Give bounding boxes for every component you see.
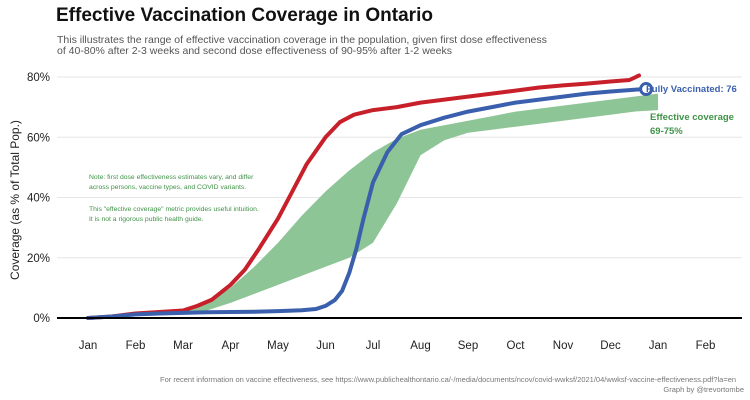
x-axis-ticks: Jan Feb Mar Apr May Jun Jul Aug Sep Oct Nov Dec Jan F… (79, 340, 716, 352)
y-tick-label: 20% (27, 253, 50, 265)
x-tick-label: Mar (173, 340, 193, 352)
x-tick-label: Apr (222, 340, 240, 352)
effective-coverage-range-label: 69-75% (650, 126, 683, 137)
effective-coverage-label: Effective coverage (650, 112, 734, 123)
series-lines (86, 73, 654, 320)
note-line-4: It is not a rigorous public health guide… (89, 216, 204, 223)
y-tick-label: 60% (27, 132, 50, 144)
x-tick-label: Jul (366, 340, 381, 352)
x-tick-label: Jan (79, 340, 98, 352)
source-note: For recent information on vaccine effect… (160, 375, 737, 384)
credit-note: Graph by @trevortombe (663, 385, 744, 394)
y-tick-label: 40% (27, 193, 50, 205)
note-annotation: Note: first dose effectiveness estimates… (89, 174, 259, 223)
x-tick-label: May (267, 340, 289, 352)
x-tick-label: Jan (649, 340, 668, 352)
x-tick-label: Feb (126, 340, 146, 352)
note-line-1: Note: first dose effectiveness estimates… (89, 174, 254, 181)
first-dose-line (86, 73, 641, 320)
x-tick-label: Jun (316, 340, 335, 352)
fully-vaccinated-end-marker (639, 82, 654, 97)
note-line-2: across persons, vaccine types, and COVID… (89, 184, 246, 191)
effective-coverage-band (149, 93, 659, 315)
x-tick-label: Aug (410, 340, 430, 352)
x-tick-label: Dec (600, 340, 621, 352)
series-labels: Fully Vaccinated: 76 Effective coverage … (646, 84, 737, 137)
y-axis-label: Coverage (as % of Total Pop.) (8, 120, 22, 280)
x-tick-label: Sep (458, 340, 478, 352)
x-tick-label: Feb (696, 340, 716, 352)
y-tick-label: 0% (33, 313, 50, 325)
y-tick-label: 80% (27, 72, 50, 84)
chart-title: Effective Vaccination Coverage in Ontari… (56, 5, 433, 26)
fully-vaccinated-label: Fully Vaccinated: 76 (646, 84, 737, 95)
effective-coverage-band-group (149, 93, 659, 315)
subtitle-line-2: of 40-80% after 2-3 weeks and second dos… (57, 45, 452, 57)
subtitle-line-1: This illustrates the range of effective … (57, 34, 547, 46)
y-axis-ticks: 0% 20% 40% 60% 80% (27, 72, 50, 325)
x-tick-label: Oct (507, 340, 526, 352)
note-line-3: This "effective coverage" metric provide… (89, 206, 259, 213)
chart-subtitle: This illustrates the range of effective … (57, 35, 547, 57)
x-tick-label: Nov (553, 340, 574, 352)
fully-vaccinated-line (86, 87, 649, 320)
